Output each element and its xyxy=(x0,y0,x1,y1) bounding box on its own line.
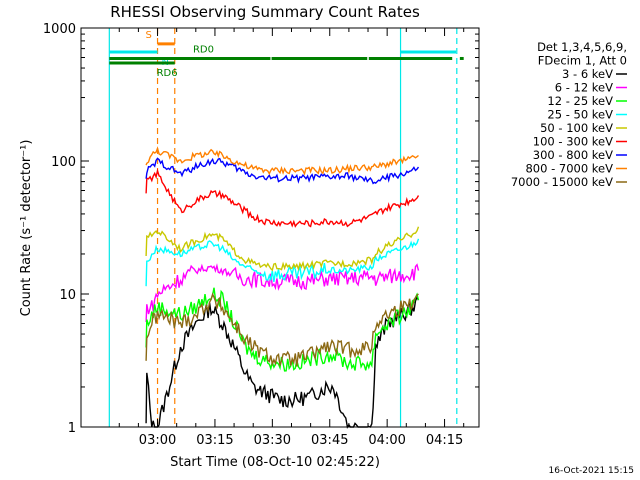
x-axis: 03:00 03:15 03:30 03:45 04:00 04:15 xyxy=(118,28,465,448)
series-line xyxy=(145,263,420,323)
flag-label: RD0 xyxy=(193,44,214,55)
y-tick-label: 10 xyxy=(59,288,76,303)
series-line xyxy=(145,295,420,429)
legend-entry-label: 12 - 25 keV xyxy=(547,94,613,108)
legend-entry-label: 100 - 300 keV xyxy=(533,135,613,149)
plot-frame xyxy=(80,27,480,428)
legend-entry-label: 300 - 800 keV xyxy=(533,148,613,162)
y-axis-label: Count Rate (s⁻¹ detector⁻¹) xyxy=(19,140,34,317)
legend-header: FDecim 1, Att 0 xyxy=(538,54,627,68)
y-axis: 1 10 100 1000 xyxy=(43,22,479,436)
flag-label: S xyxy=(145,30,151,41)
legend-entry-label: 6 - 12 keV xyxy=(555,81,613,95)
series-line xyxy=(145,238,420,287)
y-tick-label: 100 xyxy=(51,155,76,170)
legend-entry-label: 25 - 50 keV xyxy=(547,108,613,122)
x-tick-label: 03:00 xyxy=(139,433,176,448)
legend-entry-label: 7000 - 15000 keV xyxy=(511,175,613,189)
series-line xyxy=(145,292,419,367)
x-tick-label: 04:00 xyxy=(368,433,405,448)
flag-label: RD6 xyxy=(157,68,178,79)
x-axis-label: Start Time (08-Oct-10 02:45:22) xyxy=(170,455,380,470)
x-tick-label: 03:15 xyxy=(196,433,233,448)
series-line xyxy=(145,157,420,185)
legend-entry-label: 3 - 6 keV xyxy=(562,67,613,81)
legend-entry-label: 800 - 7000 keV xyxy=(525,162,613,176)
series-line xyxy=(145,146,419,176)
x-tick-label: 03:30 xyxy=(254,433,291,448)
series-line xyxy=(145,167,420,228)
series-line xyxy=(145,287,420,372)
y-tick-label: 1000 xyxy=(43,22,76,37)
series-line xyxy=(145,226,420,272)
legend-header: Det 1,3,4,5,6,9, xyxy=(537,40,627,54)
x-tick-label: 03:45 xyxy=(311,433,348,448)
legend: Det 1,3,4,5,6,9,FDecim 1, Att 03 - 6 keV… xyxy=(511,40,627,189)
legend-entry-label: 50 - 100 keV xyxy=(540,121,613,135)
plot-area: SNRD0RD6 xyxy=(108,28,464,429)
generation-timestamp: 16-Oct-2021 15:15 xyxy=(548,466,634,476)
y-tick-label: 1 xyxy=(68,421,76,436)
chart-title: RHESSI Observing Summary Count Rates xyxy=(110,3,420,21)
x-tick-label: 04:15 xyxy=(426,433,463,448)
